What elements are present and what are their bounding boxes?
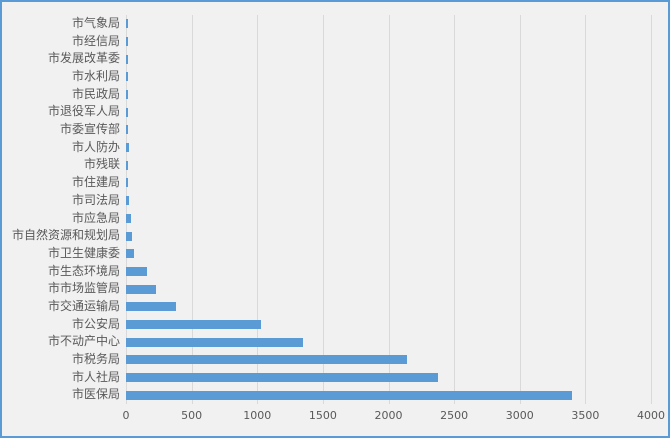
category-label: 市人社局: [71, 369, 120, 384]
bar-市委宣传部: [126, 125, 128, 135]
bar-市住建局: [126, 178, 128, 188]
gridline-x-2500: [454, 15, 456, 404]
category-label: 市发展改革委: [47, 51, 120, 66]
category-label: 市应急局: [71, 210, 120, 225]
bar-市医保局: [126, 390, 573, 400]
bar-市水利局: [126, 72, 128, 82]
gridline-x-4000: [651, 15, 652, 404]
category-label: 市气象局: [71, 16, 120, 30]
bar-市公安局: [126, 319, 262, 329]
category-label: 市司法局: [71, 192, 120, 207]
gridline-x-3500: [585, 15, 587, 404]
x-tick-label: 500: [181, 409, 203, 422]
bar-市发展改革委: [126, 54, 128, 64]
category-label: 市水利局: [71, 69, 120, 84]
bar-市市场监管局: [126, 284, 156, 294]
x-tick-label: 0: [122, 409, 130, 422]
x-tick-label: 2000: [374, 409, 403, 422]
bar-市卫生健康委: [126, 249, 134, 259]
category-label: 市经信局: [71, 33, 120, 48]
category-label: 市自然资源和规划局: [11, 228, 120, 243]
gridline-x-1500: [322, 15, 324, 404]
y-axis-labels: 市气象局市经信局市发展改革委市水利局市民政局市退役军人局市委宣传部市人防办市残联…: [2, 15, 120, 404]
plot-area: [126, 15, 652, 404]
bar-市生态环境局: [126, 266, 147, 276]
bar-市不动产中心: [126, 337, 303, 347]
gridline-x-500: [191, 15, 193, 404]
category-label: 市民政局: [71, 86, 120, 101]
category-label: 市人防办: [71, 139, 120, 154]
category-label: 市生态环境局: [47, 263, 120, 278]
bar-市人防办: [126, 143, 129, 153]
category-label: 市不动产中心: [47, 334, 120, 349]
category-label: 市委宣传部: [59, 122, 120, 137]
category-label: 市残联: [83, 157, 120, 172]
x-axis-labels: 0 500 1000 1500 2000 2500 3000 3500 4000: [2, 409, 668, 425]
category-label: 市交通运输局: [47, 298, 120, 313]
x-tick-label: 1500: [308, 409, 337, 422]
x-tick-label: 4000: [637, 409, 665, 422]
category-label: 市住建局: [71, 175, 120, 190]
bar-市经信局: [126, 37, 128, 47]
category-label: 市税务局: [71, 351, 120, 366]
x-tick-label: 3000: [505, 409, 534, 422]
bar-市税务局: [126, 355, 407, 365]
category-label: 市市场监管局: [47, 281, 120, 296]
x-tick-label: 1000: [243, 409, 272, 422]
gridline-x-2000: [388, 15, 390, 404]
bar-市退役军人局: [126, 107, 128, 117]
bar-市人社局: [126, 372, 439, 382]
x-tick-label: 2500: [440, 409, 469, 422]
gridline-x-3000: [519, 15, 521, 404]
bar-市民政局: [126, 90, 129, 100]
bar-市司法局: [126, 196, 130, 206]
x-tick-label: 3500: [571, 409, 600, 422]
category-label: 市退役军人局: [47, 104, 120, 119]
bar-市残联: [126, 160, 128, 170]
category-label: 市卫生健康委: [47, 245, 120, 260]
bar-市应急局: [126, 213, 131, 223]
bar-市气象局: [126, 19, 128, 29]
bar-市交通运输局: [126, 302, 176, 312]
gridline-x-0: [126, 15, 127, 404]
category-label: 市公安局: [71, 316, 120, 331]
gridline-x-1000: [257, 15, 259, 404]
bar-市自然资源和规划局: [126, 231, 132, 241]
category-label: 市医保局: [71, 387, 120, 402]
